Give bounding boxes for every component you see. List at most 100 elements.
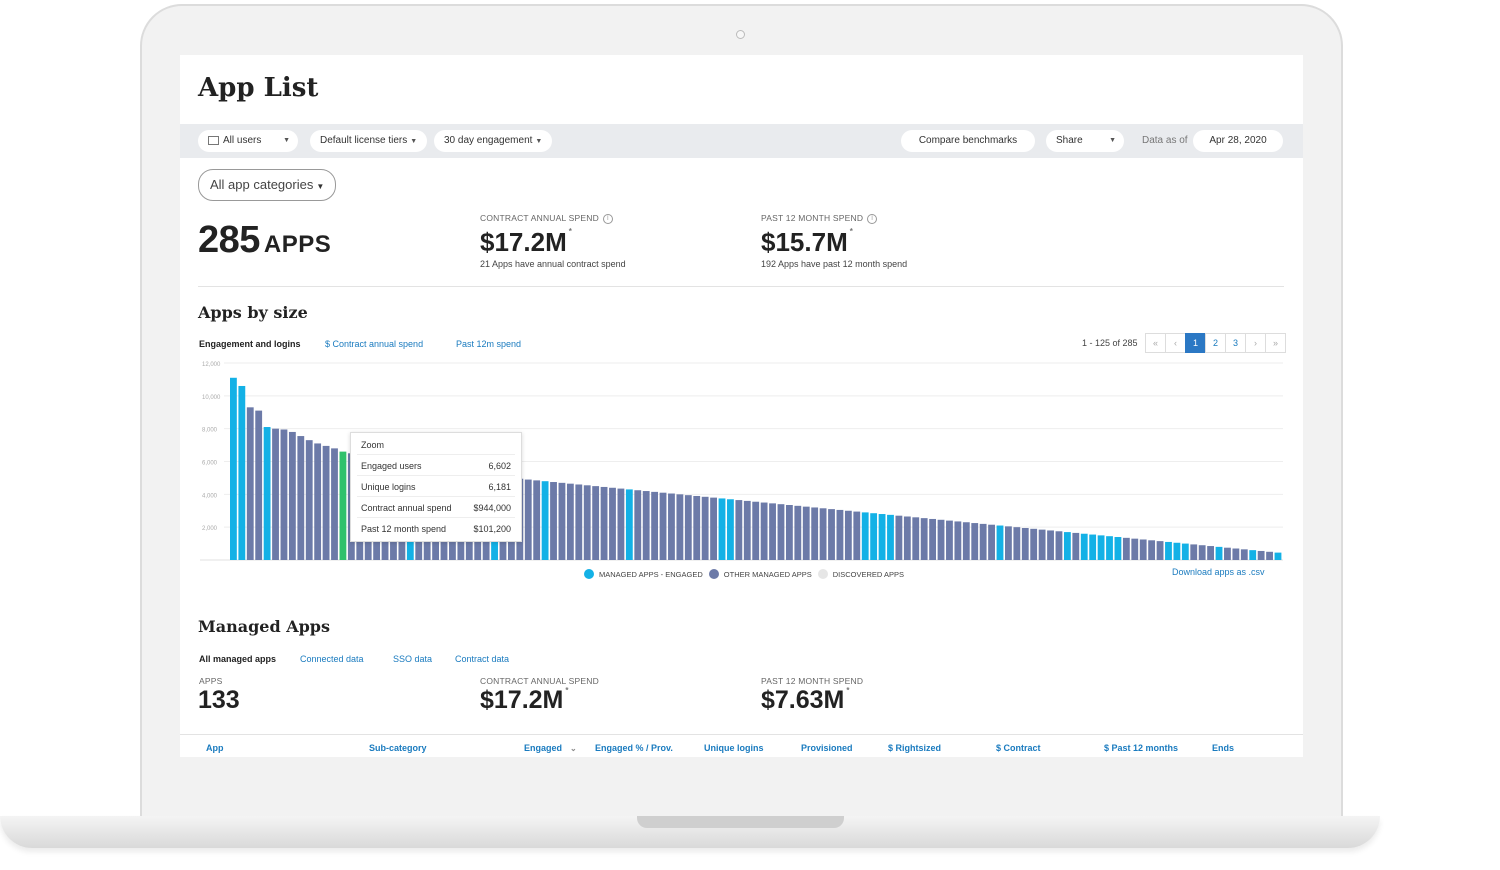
- share-dropdown[interactable]: Share ▼: [1046, 130, 1124, 152]
- chart-bar[interactable]: [263, 427, 271, 560]
- chart-bar[interactable]: [1173, 542, 1181, 560]
- chart-bar[interactable]: [819, 508, 827, 560]
- info-icon[interactable]: i: [867, 213, 878, 224]
- chart-bar[interactable]: [1038, 529, 1046, 560]
- column-header-unique-logins[interactable]: Unique logins: [704, 743, 764, 753]
- sort-down-icon[interactable]: ⌄: [570, 744, 577, 753]
- chart-bar[interactable]: [634, 490, 642, 560]
- chart-bar[interactable]: [920, 518, 928, 560]
- last-page-icon[interactable]: »: [1265, 333, 1286, 353]
- chart-bar[interactable]: [794, 505, 802, 560]
- engagement-filter[interactable]: 30 day engagement ▼: [434, 130, 553, 152]
- chart-bar[interactable]: [861, 512, 869, 560]
- chart-bar[interactable]: [558, 482, 566, 560]
- chart-bar[interactable]: [735, 500, 743, 560]
- chart-bar[interactable]: [844, 510, 852, 560]
- chart-bar[interactable]: [1106, 536, 1113, 560]
- chart-bar[interactable]: [701, 496, 709, 560]
- license-tiers-filter[interactable]: Default license tiers ▼: [310, 130, 428, 152]
- chart-bar[interactable]: [1165, 541, 1172, 560]
- compare-benchmarks-button[interactable]: Compare benchmarks: [901, 130, 1035, 152]
- chart-bar[interactable]: [583, 485, 591, 560]
- chart-bar[interactable]: [988, 524, 995, 560]
- data-as-of-date[interactable]: Apr 28, 2020: [1193, 130, 1283, 152]
- chart-bar[interactable]: [1114, 537, 1122, 560]
- chart-bar[interactable]: [954, 521, 962, 560]
- tab-sso-data[interactable]: SSO data: [393, 654, 433, 664]
- chart-bar[interactable]: [1013, 527, 1021, 560]
- first-page-icon[interactable]: «: [1145, 333, 1166, 353]
- chart-bar[interactable]: [1131, 538, 1139, 560]
- app-categories-dropdown[interactable]: All app categories ▼: [198, 169, 337, 201]
- tab-engagement-logins[interactable]: Engagement and logins: [199, 339, 301, 349]
- chart-bar[interactable]: [1190, 544, 1198, 560]
- chart-bar[interactable]: [903, 516, 911, 560]
- chart-bar[interactable]: [272, 428, 279, 560]
- chart-bar[interactable]: [785, 505, 793, 560]
- chart-bar[interactable]: [760, 502, 768, 560]
- chart-bar[interactable]: [693, 495, 701, 560]
- column-header-provisioned[interactable]: Provisioned: [801, 743, 853, 753]
- chart-bar[interactable]: [1148, 540, 1156, 560]
- chart-bar[interactable]: [600, 486, 608, 560]
- chart-bar[interactable]: [524, 479, 532, 560]
- page-3-button[interactable]: 3: [1225, 333, 1246, 353]
- chart-bar[interactable]: [1030, 528, 1038, 560]
- chart-bar[interactable]: [1005, 526, 1012, 560]
- chart-bar[interactable]: [929, 518, 937, 560]
- column-header-past12[interactable]: $ Past 12 months: [1104, 743, 1179, 753]
- chart-bar[interactable]: [1224, 547, 1231, 560]
- chart-bar[interactable]: [752, 501, 760, 560]
- column-header-engaged-pct[interactable]: Engaged % / Prov.: [595, 743, 673, 753]
- chart-bar[interactable]: [1089, 534, 1097, 560]
- chart-bar[interactable]: [853, 511, 861, 560]
- chart-bar[interactable]: [617, 488, 625, 560]
- column-header-ends[interactable]: Ends: [1212, 743, 1235, 753]
- chart-bar[interactable]: [1055, 531, 1063, 560]
- chart-bar[interactable]: [727, 499, 734, 560]
- chart-bar[interactable]: [255, 410, 263, 560]
- chart-bar[interactable]: [668, 493, 675, 560]
- chart-bar[interactable]: [870, 513, 878, 560]
- column-header-app[interactable]: App: [206, 743, 224, 753]
- chart-bar[interactable]: [1063, 532, 1071, 560]
- chart-bar[interactable]: [1274, 552, 1282, 560]
- chart-bar[interactable]: [1139, 539, 1147, 560]
- chart-bar[interactable]: [331, 448, 338, 560]
- chart-bar[interactable]: [1249, 550, 1257, 560]
- chart-bar[interactable]: [575, 484, 583, 560]
- tab-all-managed-apps[interactable]: All managed apps: [199, 654, 277, 664]
- chart-bar[interactable]: [314, 443, 322, 560]
- chart-bar[interactable]: [659, 492, 667, 560]
- chart-bar[interactable]: [878, 514, 886, 560]
- chart-bar[interactable]: [1207, 546, 1215, 560]
- chart-bar[interactable]: [625, 489, 633, 560]
- next-page-icon[interactable]: ›: [1245, 333, 1266, 353]
- chart-bar[interactable]: [1257, 550, 1265, 560]
- chart-bar[interactable]: [305, 440, 313, 560]
- tab-past12m-spend[interactable]: Past 12m spend: [456, 339, 522, 349]
- chart-bar[interactable]: [1156, 541, 1164, 560]
- tab-contract-data[interactable]: Contract data: [455, 654, 510, 664]
- chart-bar[interactable]: [1266, 551, 1273, 560]
- chart-bar[interactable]: [1122, 537, 1130, 560]
- chart-bar[interactable]: [550, 482, 557, 560]
- chart-bar[interactable]: [971, 523, 979, 560]
- chart-bar[interactable]: [828, 509, 835, 560]
- chart-bar[interactable]: [718, 498, 726, 560]
- chart-bar[interactable]: [802, 506, 810, 560]
- chart-bar[interactable]: [710, 497, 717, 560]
- chart-bar[interactable]: [895, 515, 903, 560]
- chart-bar[interactable]: [1198, 545, 1206, 560]
- chart-bar[interactable]: [1047, 530, 1054, 560]
- chart-bar[interactable]: [937, 519, 945, 560]
- chart-bar[interactable]: [280, 429, 288, 560]
- chart-bar[interactable]: [912, 517, 920, 560]
- column-header-engaged[interactable]: Engaged ⌄: [524, 743, 577, 753]
- chart-bar[interactable]: [339, 451, 347, 560]
- chart-bar[interactable]: [246, 407, 254, 560]
- prev-page-icon[interactable]: ‹: [1165, 333, 1186, 353]
- chart-bar[interactable]: [684, 495, 692, 560]
- page-1-button[interactable]: 1: [1185, 333, 1206, 353]
- chart-bar[interactable]: [322, 445, 330, 560]
